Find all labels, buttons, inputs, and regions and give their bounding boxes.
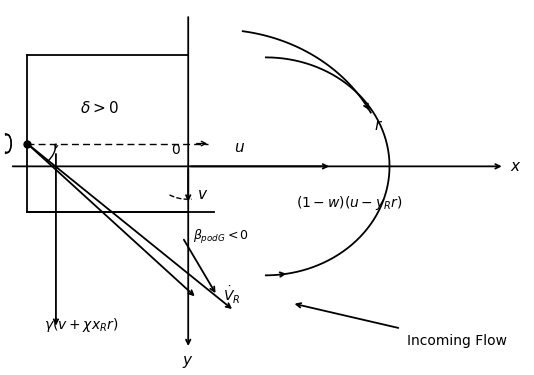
Text: $(1-w)(u - y_R r)$: $(1-w)(u - y_R r)$ bbox=[296, 194, 403, 212]
Text: $\dot{V}_R$: $\dot{V}_R$ bbox=[223, 285, 240, 306]
Text: $\gamma(v + \chi x_R r)$: $\gamma(v + \chi x_R r)$ bbox=[44, 316, 119, 334]
Text: $x$: $x$ bbox=[511, 159, 522, 174]
Text: $\beta_{podG} < 0$: $\beta_{podG} < 0$ bbox=[193, 228, 249, 246]
Text: $\delta > 0$: $\delta > 0$ bbox=[80, 100, 119, 116]
Text: $r$: $r$ bbox=[374, 118, 383, 133]
Text: $u$: $u$ bbox=[234, 140, 246, 155]
Text: $v$: $v$ bbox=[197, 187, 208, 202]
Text: Incoming Flow: Incoming Flow bbox=[407, 334, 507, 348]
Text: $0$: $0$ bbox=[171, 143, 182, 157]
Text: $y$: $y$ bbox=[183, 354, 194, 370]
